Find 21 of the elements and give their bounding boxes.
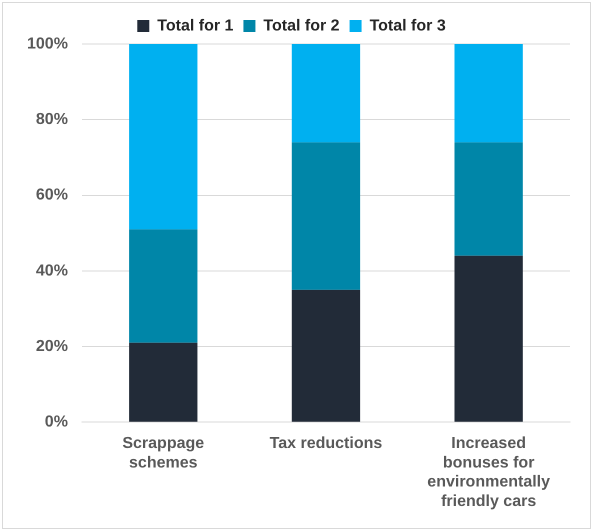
bar bbox=[454, 142, 523, 256]
bar bbox=[292, 44, 360, 142]
x-tick-label: Tax reductions bbox=[270, 435, 382, 452]
x-tick-label: Increased bonuses for environmentally friendly cars bbox=[427, 435, 550, 510]
x-tick-label: Scrappage schemes bbox=[122, 435, 204, 472]
legend-label: Total for 1 bbox=[157, 17, 234, 34]
y-tick-label: 20% bbox=[36, 338, 68, 355]
y-tick-label: 100% bbox=[27, 35, 68, 52]
y-tick-label: 60% bbox=[36, 186, 68, 204]
bar bbox=[292, 142, 360, 290]
bar bbox=[129, 44, 198, 230]
legend-label: Total for 3 bbox=[370, 17, 446, 34]
y-tick-label: 0% bbox=[44, 414, 68, 431]
bar bbox=[129, 229, 198, 343]
bar bbox=[454, 44, 523, 142]
legend-label: Total for 2 bbox=[263, 17, 340, 34]
bar bbox=[454, 256, 523, 422]
y-tick-label: 40% bbox=[36, 262, 68, 280]
bar bbox=[292, 290, 360, 422]
bar bbox=[129, 342, 198, 422]
y-tick-label: 80% bbox=[36, 111, 68, 128]
